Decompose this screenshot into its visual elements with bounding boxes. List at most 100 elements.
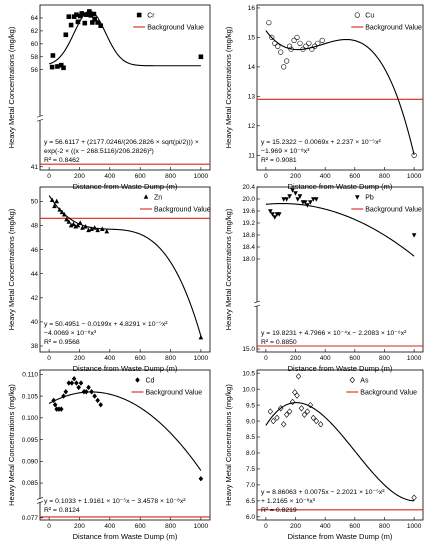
data-point [98,23,104,29]
x-tick-label: 200 [290,523,301,530]
x-tick-label: 800 [165,355,176,362]
data-point [305,203,310,208]
x-tick-label: 800 [379,355,390,362]
y-tick-label: 0.100 [22,415,39,422]
chart-panel-as: 0 200 400 600 800 1000 6.0 6.5 7.0 7.5 8.0 8.5 9.0 9.… [224,369,424,541]
data-point [49,64,55,70]
data-point [63,389,69,395]
data-point [198,475,204,482]
data-point [68,22,74,28]
axis-break-mark [36,118,44,122]
data-point [83,223,88,229]
x-tick-label: 1000 [194,355,209,362]
data-point [92,16,97,22]
data-point [85,11,91,17]
data-point [268,209,273,214]
data-point [89,226,94,231]
y-tick-label: 58 [31,54,39,61]
fit-equation-line: R² = 0.8850 [261,339,297,346]
fit-curve [265,402,415,502]
data-point [79,11,85,16]
data-point [61,65,66,71]
legend-marker [143,194,149,199]
data-point [411,494,417,501]
data-point [302,200,308,205]
data-point [287,194,292,199]
y-tick-label: 15.0 [242,346,255,353]
plot-frame [256,369,424,521]
axis-break-mark [253,300,261,304]
data-point [61,211,67,217]
data-point [288,46,294,52]
x-tick-label: 1000 [194,173,209,180]
plot-frame [256,186,424,353]
data-point [95,20,100,25]
data-point [64,216,69,222]
data-point [267,408,274,415]
data-point [71,221,76,227]
data-point [307,401,314,409]
y-tick-label: 13 [248,94,256,101]
y-tick-label: 56 [31,67,39,74]
axis-break-gap [37,116,43,121]
x-tick-label: 600 [349,355,360,362]
fit-equation-line: + 1.2165 × 10⁻⁸x³ [261,498,316,505]
data-point [293,191,298,196]
y-tick-label: 64 [31,15,39,22]
data-point [69,380,75,386]
data-point [95,227,100,233]
data-point [319,37,325,43]
legend-label: Pb [365,195,374,202]
data-point [95,397,100,404]
fit-equation-line: R² = 0.8462 [44,157,80,164]
data-point [297,40,303,46]
data-point [66,380,72,386]
legend-label: Cd [146,378,155,385]
y-tick-label: 18.0 [242,256,255,263]
x-axis-label: Distance from Waste Dump (m) [73,364,178,373]
data-point [63,32,69,38]
legend-marker [354,195,360,200]
data-point [77,220,83,225]
x-tick-label: 200 [74,523,85,530]
x-tick-label: 200 [290,355,301,362]
chart-panel-cu: 0 200 400 600 800 1000 11 12 13 14 15 16 Cu Backgroun… [224,4,424,191]
fit-curve [48,10,201,67]
legend-background-label: Background Value [360,390,417,397]
legend-label: As [360,378,369,385]
legend-background-label: Background Value [146,390,203,397]
y-tick-label: 10.5 [242,370,255,377]
legend-background-label: Background Value [154,207,211,214]
x-tick-label: 600 [349,523,360,530]
data-point [66,219,72,224]
data-point [298,405,305,412]
y-tick-label: 14 [248,64,256,71]
data-point [278,49,284,55]
plot-frame [39,369,211,521]
data-point [99,226,105,231]
y-tick-label: 11 [248,152,255,159]
data-point [411,152,417,158]
data-point [291,37,297,43]
data-point [309,46,315,52]
legend-background-label: Background Value [365,207,422,214]
data-point [270,212,275,217]
data-point [58,62,64,68]
y-axis-label: Heavy Metal Concentrations (mg/kg) [224,384,233,506]
y-tick-label: 8.5 [246,434,255,441]
data-point [411,233,417,238]
y-tick-label: 9.0 [246,418,255,425]
fit-equation-line: y = 0.1033 + 1.9161 × 10⁻⁵x − 3.4578 × 1… [44,498,186,505]
data-point [55,64,60,69]
data-point [49,197,55,203]
x-tick-label: 0 [47,173,51,180]
data-point [89,389,94,395]
data-point [76,384,82,391]
data-point [290,188,295,193]
y-tick-label: 44 [31,271,39,278]
x-tick-label: 400 [320,523,331,530]
data-point [66,14,72,19]
y-tick-label: 9.5 [246,402,255,409]
x-axis-label: Distance from Waste Dump (m) [288,182,393,191]
